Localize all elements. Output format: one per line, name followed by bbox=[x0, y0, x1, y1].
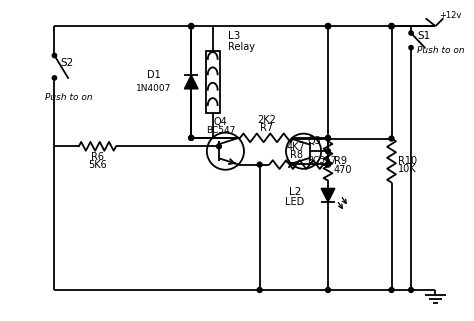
Circle shape bbox=[189, 23, 194, 29]
Circle shape bbox=[325, 23, 331, 29]
Circle shape bbox=[189, 135, 194, 140]
Circle shape bbox=[217, 144, 221, 149]
Text: S2: S2 bbox=[60, 58, 73, 68]
Text: Push to on: Push to on bbox=[45, 93, 92, 102]
Circle shape bbox=[409, 46, 413, 50]
Text: D1: D1 bbox=[147, 70, 161, 80]
Text: 470: 470 bbox=[334, 165, 352, 175]
Text: R8: R8 bbox=[290, 150, 303, 160]
Circle shape bbox=[326, 288, 330, 292]
Circle shape bbox=[326, 136, 330, 141]
Circle shape bbox=[189, 135, 194, 140]
Text: BC547: BC547 bbox=[206, 126, 235, 134]
FancyBboxPatch shape bbox=[206, 51, 219, 113]
Circle shape bbox=[326, 24, 330, 29]
Text: 1N4007: 1N4007 bbox=[137, 84, 172, 93]
Circle shape bbox=[326, 162, 330, 167]
Text: 2K2: 2K2 bbox=[257, 115, 276, 125]
Circle shape bbox=[52, 76, 56, 80]
Circle shape bbox=[326, 135, 330, 140]
Text: 10K: 10K bbox=[398, 164, 417, 174]
Polygon shape bbox=[321, 188, 335, 202]
Polygon shape bbox=[184, 75, 198, 89]
Text: Push to on: Push to on bbox=[417, 46, 465, 55]
Text: 5K6: 5K6 bbox=[88, 160, 107, 170]
Circle shape bbox=[257, 288, 262, 292]
Circle shape bbox=[326, 149, 330, 154]
Text: L2: L2 bbox=[289, 187, 301, 197]
Circle shape bbox=[389, 24, 394, 29]
Text: L3: L3 bbox=[228, 31, 241, 41]
Circle shape bbox=[326, 161, 330, 166]
Text: R9: R9 bbox=[334, 156, 347, 166]
Circle shape bbox=[409, 288, 413, 292]
Text: LED: LED bbox=[285, 197, 304, 207]
Text: BC557: BC557 bbox=[308, 156, 337, 165]
Text: R6: R6 bbox=[91, 152, 104, 162]
Text: 4K7: 4K7 bbox=[287, 142, 306, 152]
Circle shape bbox=[389, 136, 394, 141]
Text: R7: R7 bbox=[260, 123, 273, 133]
Text: Q4: Q4 bbox=[214, 117, 228, 127]
Circle shape bbox=[52, 53, 56, 57]
Text: R10: R10 bbox=[398, 156, 418, 166]
Circle shape bbox=[389, 23, 394, 29]
Circle shape bbox=[409, 31, 413, 35]
Text: Q3: Q3 bbox=[308, 136, 321, 146]
Text: Relay: Relay bbox=[228, 42, 255, 52]
Text: S1: S1 bbox=[417, 31, 430, 41]
Text: +12v: +12v bbox=[439, 11, 462, 20]
Circle shape bbox=[257, 162, 262, 167]
Circle shape bbox=[389, 288, 394, 292]
